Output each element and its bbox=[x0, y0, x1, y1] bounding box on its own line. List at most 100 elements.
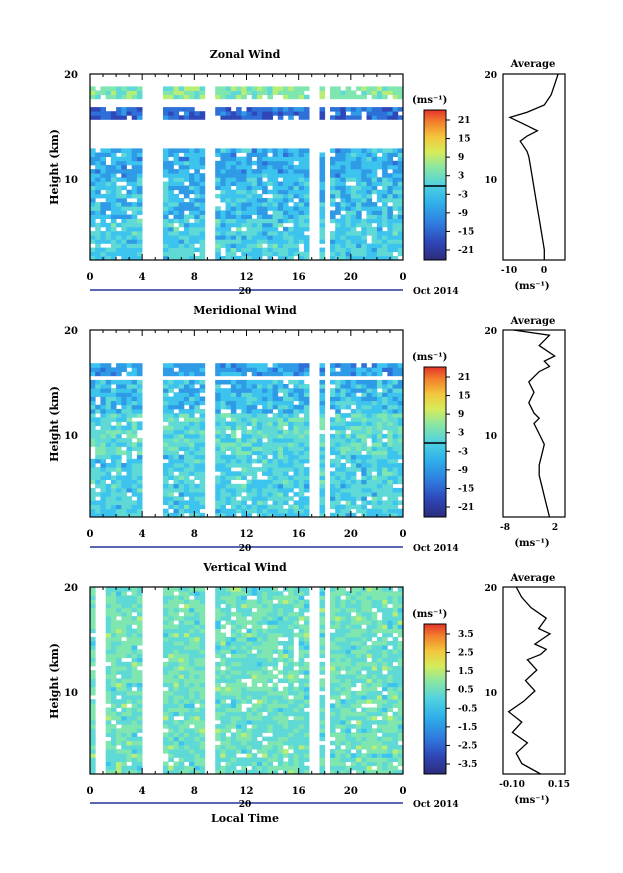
heatmap-cell bbox=[189, 757, 195, 762]
heatmap-cell bbox=[251, 599, 258, 605]
heatmap-cell bbox=[110, 86, 117, 91]
heatmap-cell bbox=[178, 636, 185, 642]
heatmap-cell bbox=[90, 400, 96, 406]
heatmap-cell bbox=[225, 438, 232, 443]
heatmap-cell bbox=[225, 666, 232, 671]
heatmap-cell bbox=[90, 367, 96, 372]
heatmap-cell bbox=[356, 433, 362, 439]
heatmap-cell bbox=[220, 463, 226, 468]
heatmap-cell bbox=[303, 765, 310, 771]
heatmap-cell bbox=[298, 479, 305, 485]
heatmap-cell bbox=[267, 695, 273, 700]
heatmap-cell bbox=[131, 239, 138, 244]
heatmap-cell bbox=[121, 90, 127, 95]
heatmap-cell bbox=[131, 670, 138, 675]
heatmap-cell bbox=[95, 173, 101, 178]
heatmap-cell bbox=[95, 508, 101, 514]
heatmap-cell bbox=[345, 724, 352, 729]
heatmap-cell bbox=[350, 446, 357, 451]
heatmap-cell bbox=[116, 371, 122, 377]
heatmap-cell bbox=[262, 695, 268, 700]
heatmap-cell bbox=[163, 591, 169, 596]
heatmap-cell bbox=[298, 695, 305, 700]
heatmap-cell bbox=[225, 715, 232, 721]
heatmap-cell bbox=[230, 744, 237, 750]
heatmap-cell bbox=[131, 433, 138, 439]
heatmap-cell bbox=[110, 749, 117, 754]
heatmap-cell bbox=[173, 148, 180, 153]
heatmap-cell bbox=[251, 475, 258, 480]
heatmap-cell bbox=[283, 193, 289, 199]
heatmap-cell bbox=[215, 239, 221, 244]
heatmap-cell bbox=[199, 645, 206, 650]
heatmap-cell bbox=[251, 235, 258, 240]
heatmap-cell bbox=[163, 624, 169, 629]
heatmap-cell bbox=[366, 446, 373, 451]
heatmap-cell bbox=[262, 645, 268, 650]
heatmap-cell bbox=[110, 508, 117, 514]
heatmap-cell bbox=[131, 699, 138, 704]
heatmap-cell bbox=[293, 728, 300, 733]
avg-x-tick: 0 bbox=[541, 266, 547, 276]
heatmap-cell bbox=[236, 483, 242, 489]
heatmap-cell bbox=[382, 433, 388, 439]
heatmap-cell bbox=[173, 720, 180, 725]
heatmap-cell bbox=[335, 218, 341, 224]
heatmap-cell bbox=[356, 185, 362, 191]
heatmap-cell bbox=[105, 421, 112, 426]
heatmap-cell bbox=[387, 160, 393, 166]
heatmap-cell bbox=[215, 392, 221, 397]
heatmap-cell bbox=[366, 226, 373, 232]
heatmap-cell bbox=[126, 446, 133, 451]
heatmap-cell bbox=[241, 198, 247, 203]
heatmap-cell bbox=[303, 599, 310, 605]
heatmap-cell bbox=[230, 496, 237, 501]
heatmap-cell bbox=[178, 148, 185, 153]
heatmap-cell bbox=[288, 599, 294, 605]
heatmap-cell bbox=[371, 152, 378, 157]
heatmap-cell bbox=[194, 425, 200, 431]
heatmap-cell bbox=[121, 757, 127, 762]
heatmap-cell bbox=[126, 363, 133, 368]
heatmap-cell bbox=[121, 744, 127, 750]
heatmap-cell bbox=[183, 732, 190, 737]
heatmap-cell bbox=[225, 761, 232, 767]
heatmap-cell bbox=[105, 181, 112, 186]
heatmap-cell bbox=[178, 202, 185, 207]
heatmap-cell bbox=[194, 496, 200, 501]
heatmap-cell bbox=[178, 388, 185, 393]
heatmap-cell bbox=[330, 458, 336, 464]
heatmap-cell bbox=[256, 628, 263, 634]
heatmap-cell bbox=[298, 670, 305, 675]
heatmap-cell bbox=[100, 152, 106, 157]
heatmap-cell bbox=[319, 715, 326, 721]
heatmap-cell bbox=[303, 115, 310, 120]
heatmap-cell bbox=[319, 363, 326, 368]
heatmap-cell bbox=[303, 152, 310, 157]
heatmap-cell bbox=[397, 198, 404, 203]
heatmap-cell bbox=[319, 417, 326, 422]
heatmap-cell bbox=[303, 433, 310, 439]
heatmap-cell bbox=[246, 446, 253, 451]
heatmap-cell bbox=[225, 367, 232, 372]
heatmap-cell bbox=[246, 483, 253, 489]
heatmap-cell bbox=[183, 111, 190, 116]
heatmap-cell bbox=[131, 695, 138, 700]
heatmap-cell bbox=[319, 198, 326, 203]
heatmap-cell bbox=[163, 744, 169, 750]
heatmap-cell bbox=[110, 587, 117, 592]
heatmap-cell bbox=[241, 164, 247, 170]
heatmap-cell bbox=[303, 202, 310, 207]
heatmap-cell bbox=[272, 421, 279, 426]
heatmap-cell bbox=[199, 471, 206, 476]
heatmap-cell bbox=[262, 686, 268, 692]
heatmap-cell bbox=[220, 641, 226, 646]
heatmap-cell bbox=[131, 724, 138, 729]
colorbar bbox=[423, 366, 447, 518]
heatmap-cell bbox=[194, 193, 200, 199]
heatmap-cell bbox=[251, 591, 258, 596]
heatmap-cell bbox=[105, 438, 112, 443]
heatmap-cell bbox=[350, 185, 357, 191]
heatmap-cell bbox=[283, 657, 289, 663]
heatmap-cell bbox=[256, 243, 263, 248]
